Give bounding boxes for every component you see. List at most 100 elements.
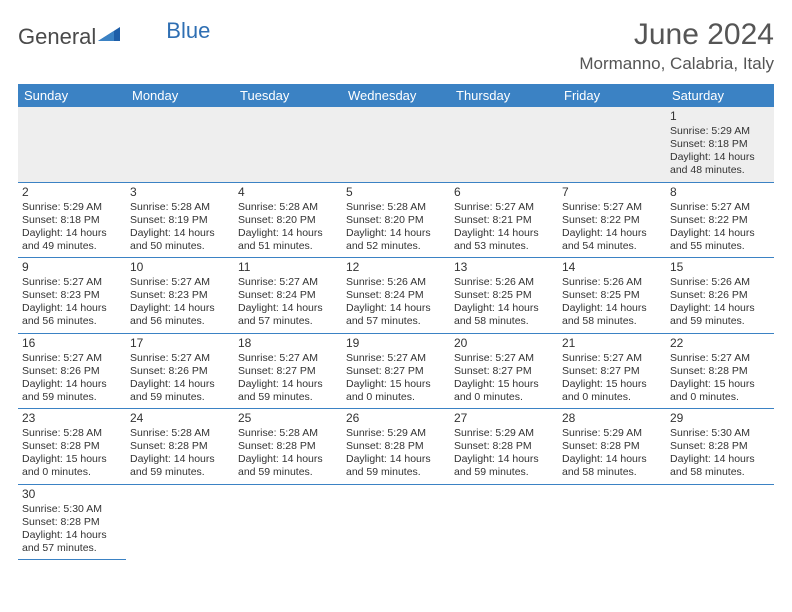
sunrise-text: Sunrise: 5:28 AM: [238, 201, 338, 214]
day-header: Tuesday: [234, 84, 342, 107]
day-number: 12: [346, 260, 446, 275]
day-number: 20: [454, 336, 554, 351]
sunset-text: Sunset: 8:27 PM: [454, 365, 554, 378]
sunset-text: Sunset: 8:28 PM: [454, 440, 554, 453]
location-text: Mormanno, Calabria, Italy: [579, 54, 774, 74]
calendar-cell: 9Sunrise: 5:27 AMSunset: 8:23 PMDaylight…: [18, 258, 126, 334]
daylight-text: Daylight: 14 hours and 52 minutes.: [346, 227, 446, 253]
day-number: 9: [22, 260, 122, 275]
sunset-text: Sunset: 8:20 PM: [346, 214, 446, 227]
sunset-text: Sunset: 8:28 PM: [238, 440, 338, 453]
daylight-text: Daylight: 15 hours and 0 minutes.: [22, 453, 122, 479]
daylight-text: Daylight: 14 hours and 59 minutes.: [130, 453, 230, 479]
day-number: 30: [22, 487, 122, 502]
sunset-text: Sunset: 8:25 PM: [454, 289, 554, 302]
day-number: 23: [22, 411, 122, 426]
calendar-cell: [342, 484, 450, 560]
day-number: 19: [346, 336, 446, 351]
calendar-cell: 24Sunrise: 5:28 AMSunset: 8:28 PMDayligh…: [126, 409, 234, 485]
sunrise-text: Sunrise: 5:28 AM: [22, 427, 122, 440]
calendar-row: 2Sunrise: 5:29 AMSunset: 8:18 PMDaylight…: [18, 182, 774, 258]
day-number: 6: [454, 185, 554, 200]
calendar-cell: 26Sunrise: 5:29 AMSunset: 8:28 PMDayligh…: [342, 409, 450, 485]
calendar-cell: 25Sunrise: 5:28 AMSunset: 8:28 PMDayligh…: [234, 409, 342, 485]
calendar-cell: 5Sunrise: 5:28 AMSunset: 8:20 PMDaylight…: [342, 182, 450, 258]
day-number: 2: [22, 185, 122, 200]
sunrise-text: Sunrise: 5:27 AM: [454, 352, 554, 365]
day-header: Wednesday: [342, 84, 450, 107]
day-number: 25: [238, 411, 338, 426]
day-number: 10: [130, 260, 230, 275]
day-header-row: Sunday Monday Tuesday Wednesday Thursday…: [18, 84, 774, 107]
day-number: 27: [454, 411, 554, 426]
daylight-text: Daylight: 14 hours and 58 minutes.: [454, 302, 554, 328]
calendar-cell: 14Sunrise: 5:26 AMSunset: 8:25 PMDayligh…: [558, 258, 666, 334]
day-header: Sunday: [18, 84, 126, 107]
sunset-text: Sunset: 8:23 PM: [130, 289, 230, 302]
calendar-cell: 3Sunrise: 5:28 AMSunset: 8:19 PMDaylight…: [126, 182, 234, 258]
sunrise-text: Sunrise: 5:26 AM: [562, 276, 662, 289]
calendar-cell: [450, 107, 558, 182]
sunrise-text: Sunrise: 5:30 AM: [22, 503, 122, 516]
day-number: 24: [130, 411, 230, 426]
daylight-text: Daylight: 14 hours and 55 minutes.: [670, 227, 770, 253]
calendar-cell: 15Sunrise: 5:26 AMSunset: 8:26 PMDayligh…: [666, 258, 774, 334]
daylight-text: Daylight: 14 hours and 59 minutes.: [130, 378, 230, 404]
sunset-text: Sunset: 8:24 PM: [238, 289, 338, 302]
calendar-cell: 17Sunrise: 5:27 AMSunset: 8:26 PMDayligh…: [126, 333, 234, 409]
sunrise-text: Sunrise: 5:26 AM: [346, 276, 446, 289]
sunset-text: Sunset: 8:28 PM: [670, 365, 770, 378]
sunset-text: Sunset: 8:23 PM: [22, 289, 122, 302]
sunrise-text: Sunrise: 5:27 AM: [130, 352, 230, 365]
daylight-text: Daylight: 14 hours and 51 minutes.: [238, 227, 338, 253]
sunset-text: Sunset: 8:18 PM: [22, 214, 122, 227]
calendar-row: 1Sunrise: 5:29 AMSunset: 8:18 PMDaylight…: [18, 107, 774, 182]
calendar-cell: 18Sunrise: 5:27 AMSunset: 8:27 PMDayligh…: [234, 333, 342, 409]
calendar-cell: 10Sunrise: 5:27 AMSunset: 8:23 PMDayligh…: [126, 258, 234, 334]
daylight-text: Daylight: 15 hours and 0 minutes.: [670, 378, 770, 404]
sunset-text: Sunset: 8:28 PM: [130, 440, 230, 453]
sunrise-text: Sunrise: 5:28 AM: [346, 201, 446, 214]
sunset-text: Sunset: 8:28 PM: [562, 440, 662, 453]
calendar-cell: 27Sunrise: 5:29 AMSunset: 8:28 PMDayligh…: [450, 409, 558, 485]
daylight-text: Daylight: 14 hours and 59 minutes.: [238, 453, 338, 479]
calendar-cell: 13Sunrise: 5:26 AMSunset: 8:25 PMDayligh…: [450, 258, 558, 334]
calendar-cell: 1Sunrise: 5:29 AMSunset: 8:18 PMDaylight…: [666, 107, 774, 182]
calendar-cell: 21Sunrise: 5:27 AMSunset: 8:27 PMDayligh…: [558, 333, 666, 409]
logo-text-blue: Blue: [166, 18, 210, 44]
day-number: 22: [670, 336, 770, 351]
sunrise-text: Sunrise: 5:27 AM: [562, 352, 662, 365]
flag-icon: [98, 25, 124, 48]
day-header: Saturday: [666, 84, 774, 107]
daylight-text: Daylight: 14 hours and 59 minutes.: [22, 378, 122, 404]
sunrise-text: Sunrise: 5:27 AM: [238, 276, 338, 289]
sunset-text: Sunset: 8:26 PM: [670, 289, 770, 302]
sunrise-text: Sunrise: 5:27 AM: [346, 352, 446, 365]
sunset-text: Sunset: 8:28 PM: [670, 440, 770, 453]
calendar-cell: [18, 107, 126, 182]
calendar-cell: 29Sunrise: 5:30 AMSunset: 8:28 PMDayligh…: [666, 409, 774, 485]
daylight-text: Daylight: 14 hours and 59 minutes.: [238, 378, 338, 404]
daylight-text: Daylight: 14 hours and 57 minutes.: [346, 302, 446, 328]
daylight-text: Daylight: 14 hours and 56 minutes.: [22, 302, 122, 328]
calendar-cell: 23Sunrise: 5:28 AMSunset: 8:28 PMDayligh…: [18, 409, 126, 485]
day-number: 28: [562, 411, 662, 426]
day-number: 14: [562, 260, 662, 275]
sunrise-text: Sunrise: 5:29 AM: [454, 427, 554, 440]
sunrise-text: Sunrise: 5:27 AM: [22, 276, 122, 289]
calendar-row: 16Sunrise: 5:27 AMSunset: 8:26 PMDayligh…: [18, 333, 774, 409]
calendar-cell: [342, 107, 450, 182]
calendar-cell: 4Sunrise: 5:28 AMSunset: 8:20 PMDaylight…: [234, 182, 342, 258]
daylight-text: Daylight: 14 hours and 49 minutes.: [22, 227, 122, 253]
day-header: Monday: [126, 84, 234, 107]
sunset-text: Sunset: 8:27 PM: [346, 365, 446, 378]
sunrise-text: Sunrise: 5:27 AM: [670, 201, 770, 214]
sunrise-text: Sunrise: 5:29 AM: [346, 427, 446, 440]
sunset-text: Sunset: 8:21 PM: [454, 214, 554, 227]
calendar-row: 9Sunrise: 5:27 AMSunset: 8:23 PMDaylight…: [18, 258, 774, 334]
daylight-text: Daylight: 14 hours and 58 minutes.: [562, 453, 662, 479]
daylight-text: Daylight: 14 hours and 57 minutes.: [22, 529, 122, 555]
daylight-text: Daylight: 14 hours and 59 minutes.: [346, 453, 446, 479]
sunset-text: Sunset: 8:25 PM: [562, 289, 662, 302]
day-number: 16: [22, 336, 122, 351]
